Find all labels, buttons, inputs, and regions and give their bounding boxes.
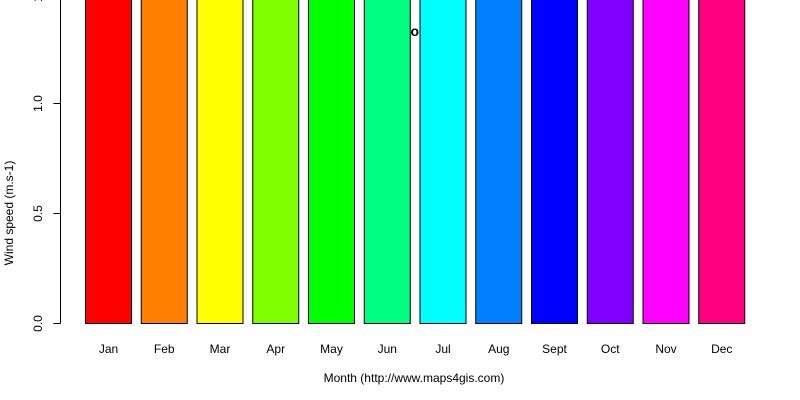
- bar-may: [308, 0, 355, 324]
- y-axis-label: Wind speed (m.s-1): [2, 161, 16, 266]
- x-tick-label-aug: Aug: [488, 342, 509, 356]
- bar-oct: [586, 0, 634, 324]
- bars-group: [85, 0, 746, 325]
- bar-apr: [252, 0, 300, 324]
- bar-mar: [196, 0, 244, 324]
- bar-aug: [475, 0, 523, 324]
- bar-feb: [140, 0, 188, 324]
- y-tick-label: 0.5: [31, 205, 45, 222]
- x-tick-label-oct: Oct: [601, 342, 620, 356]
- bar-jan: [85, 0, 132, 325]
- bar-jul: [419, 0, 467, 324]
- x-tick-label-jul: Jul: [435, 342, 450, 356]
- x-tick-label-may: May: [320, 342, 343, 356]
- y-tick-label: 1.0: [31, 95, 45, 112]
- x-axis-label: Month (http://www.maps4gis.com): [324, 371, 505, 385]
- x-tick-label-dec: Dec: [711, 342, 732, 356]
- bar-nov: [642, 0, 690, 324]
- x-tick-label-nov: Nov: [655, 342, 676, 356]
- x-tick-label-jan: Jan: [99, 342, 118, 356]
- y-tick-label: 1.5: [31, 0, 45, 2]
- x-tick-label-sept: Sept: [542, 342, 567, 356]
- bar-jun: [363, 0, 411, 324]
- y-axis: 0.00.51.01.52.0: [31, 0, 61, 332]
- bar-dec: [698, 0, 746, 324]
- x-tick-labels: Jan Feb Mar Apr May Jun Jul Aug Sept Oct Nov Dec: [99, 342, 733, 356]
- y-tick-label: 0.0: [31, 315, 45, 332]
- x-tick-label-feb: Feb: [154, 342, 175, 356]
- x-tick-label-jun: Jun: [378, 342, 397, 356]
- bar-sept: [531, 0, 578, 325]
- x-tick-label-mar: Mar: [210, 342, 231, 356]
- x-tick-label-apr: Apr: [266, 342, 285, 356]
